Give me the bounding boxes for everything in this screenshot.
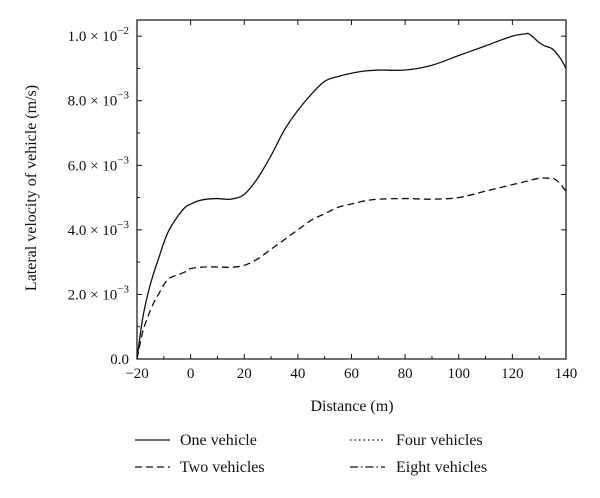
plot-border: [136, 19, 567, 360]
y-tick-label-base: 1.0 × 10: [68, 29, 118, 45]
plot-frame: [136, 19, 567, 360]
y-tick-label-exponent: −3: [117, 219, 129, 231]
series-lines: [136, 32, 567, 360]
y-tick-label: 8.0 × 10−3: [68, 90, 130, 110]
x-axis-label: Distance (m): [310, 398, 393, 415]
y-axis-ticks: 0.02.0 × 10−34.0 × 10−36.0 × 10−38.0 × 1…: [68, 25, 566, 368]
y-tick-label-exponent: −3: [117, 154, 129, 166]
x-tick-label: 120: [501, 366, 524, 382]
legend-label-one-vehicle: One vehicle: [180, 432, 257, 449]
y-tick-label-base: 4.0 × 10: [68, 223, 118, 239]
legend-entry-one-vehicle: One vehicle: [135, 432, 257, 449]
x-axis-ticks: −20 0 20 40 60 80 100 120 140: [125, 20, 577, 382]
y-tick-label-base: 2.0 × 10: [68, 287, 118, 303]
y-tick-label: 4.0 × 10−3: [68, 219, 130, 239]
series-line-two-vehicles: [136, 177, 567, 360]
x-tick-label: −20: [125, 366, 148, 382]
x-tick-label: 80: [398, 366, 413, 382]
y-tick-label: 0.0: [110, 352, 129, 368]
legend-label-two-vehicles: Two vehicles: [180, 459, 265, 476]
series-line-one-vehicle: [136, 32, 567, 360]
y-tick-label-base: 6.0 × 10: [68, 158, 118, 174]
y-axis-label: Lateral velocity of vehicle (m/s): [23, 85, 40, 291]
legend-label-eight-vehicles: Eight vehicles: [396, 459, 487, 476]
y-tick-label-exponent: −2: [117, 25, 129, 37]
x-tick-label: 40: [290, 366, 305, 382]
y-tick-label-base: 0.0: [110, 352, 129, 368]
y-tick-label: 2.0 × 10−3: [68, 283, 130, 303]
y-tick-label: 6.0 × 10−3: [68, 154, 130, 174]
y-tick-label-base: 8.0 × 10: [68, 94, 118, 110]
x-tick-label: 140: [555, 366, 578, 382]
legend-entry-eight-vehicles: Eight vehicles: [350, 459, 487, 476]
x-tick-label: 0: [187, 366, 195, 382]
x-tick-label: 20: [237, 366, 252, 382]
y-tick-label-exponent: −3: [117, 283, 129, 295]
legend: One vehicle Two vehicles Four vehicles E…: [135, 432, 487, 476]
y-tick-label-exponent: −3: [117, 90, 129, 102]
y-tick-label: 1.0 × 10−2: [68, 25, 129, 45]
legend-label-four-vehicles: Four vehicles: [396, 432, 483, 449]
legend-entry-four-vehicles: Four vehicles: [350, 432, 483, 449]
x-tick-label: 100: [448, 366, 471, 382]
legend-entry-two-vehicles: Two vehicles: [135, 459, 265, 476]
x-tick-label: 60: [344, 366, 359, 382]
